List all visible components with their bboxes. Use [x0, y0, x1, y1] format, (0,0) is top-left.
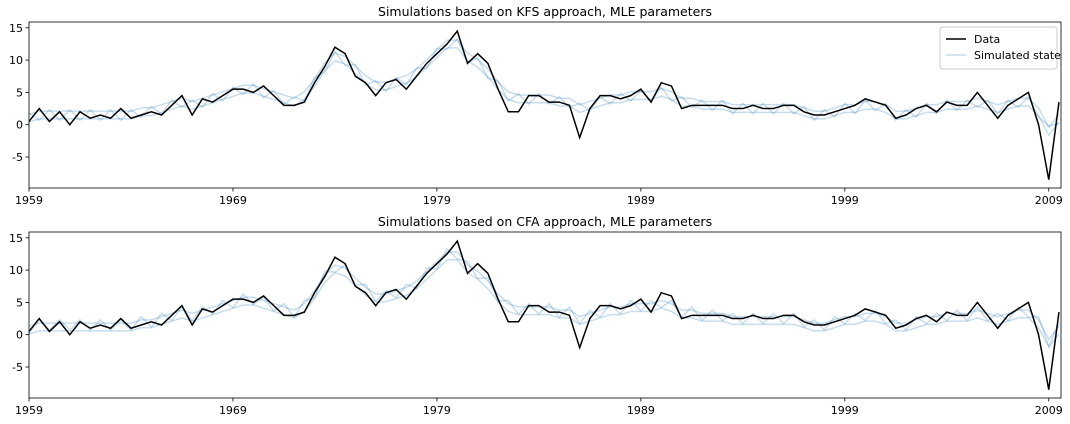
- data-line: [29, 29, 1060, 180]
- y-tick-label: 10: [9, 54, 23, 67]
- x-tick-label: 1979: [423, 404, 451, 417]
- x-tick-label: 2009: [1035, 194, 1063, 207]
- x-tick-label: 1959: [15, 404, 43, 417]
- simulated-line: [29, 39, 1060, 129]
- x-tick-label: 2009: [1035, 404, 1063, 417]
- simulated-line: [29, 259, 1060, 349]
- y-tick-label: 0: [16, 119, 23, 132]
- y-tick-label: -5: [12, 151, 23, 164]
- x-tick-label: 1969: [219, 404, 247, 417]
- plot-area: [29, 239, 1060, 390]
- legend-label: Simulated state: [974, 49, 1061, 62]
- y-tick-label: 0: [16, 329, 23, 342]
- plot-area: [29, 29, 1060, 180]
- x-tick-label: 1959: [15, 194, 43, 207]
- x-tick-label: 1989: [627, 404, 655, 417]
- y-tick-label: 10: [9, 264, 23, 277]
- x-tick-label: 1999: [831, 404, 859, 417]
- simulated-line: [29, 247, 1060, 349]
- simulated-line: [29, 47, 1060, 137]
- x-tick-label: 1979: [423, 194, 451, 207]
- y-tick-label: -5: [12, 361, 23, 374]
- x-tick-label: 1989: [627, 194, 655, 207]
- simulated-line: [29, 37, 1060, 127]
- x-tick-label: 1999: [831, 194, 859, 207]
- chart-title: Simulations based on CFA approach, MLE p…: [378, 214, 712, 229]
- y-tick-label: 5: [16, 86, 23, 99]
- axes-frame: [28, 231, 1062, 399]
- data-line: [29, 239, 1060, 390]
- y-tick-label: 15: [9, 22, 23, 35]
- y-tick-label: 15: [9, 232, 23, 245]
- legend-box: [939, 26, 1058, 70]
- y-tick-label: 5: [16, 296, 23, 309]
- legend-label: Data: [974, 33, 1000, 46]
- axes-frame: [28, 21, 1062, 189]
- chart-title: Simulations based on KFS approach, MLE p…: [378, 4, 712, 19]
- x-tick-label: 1969: [219, 194, 247, 207]
